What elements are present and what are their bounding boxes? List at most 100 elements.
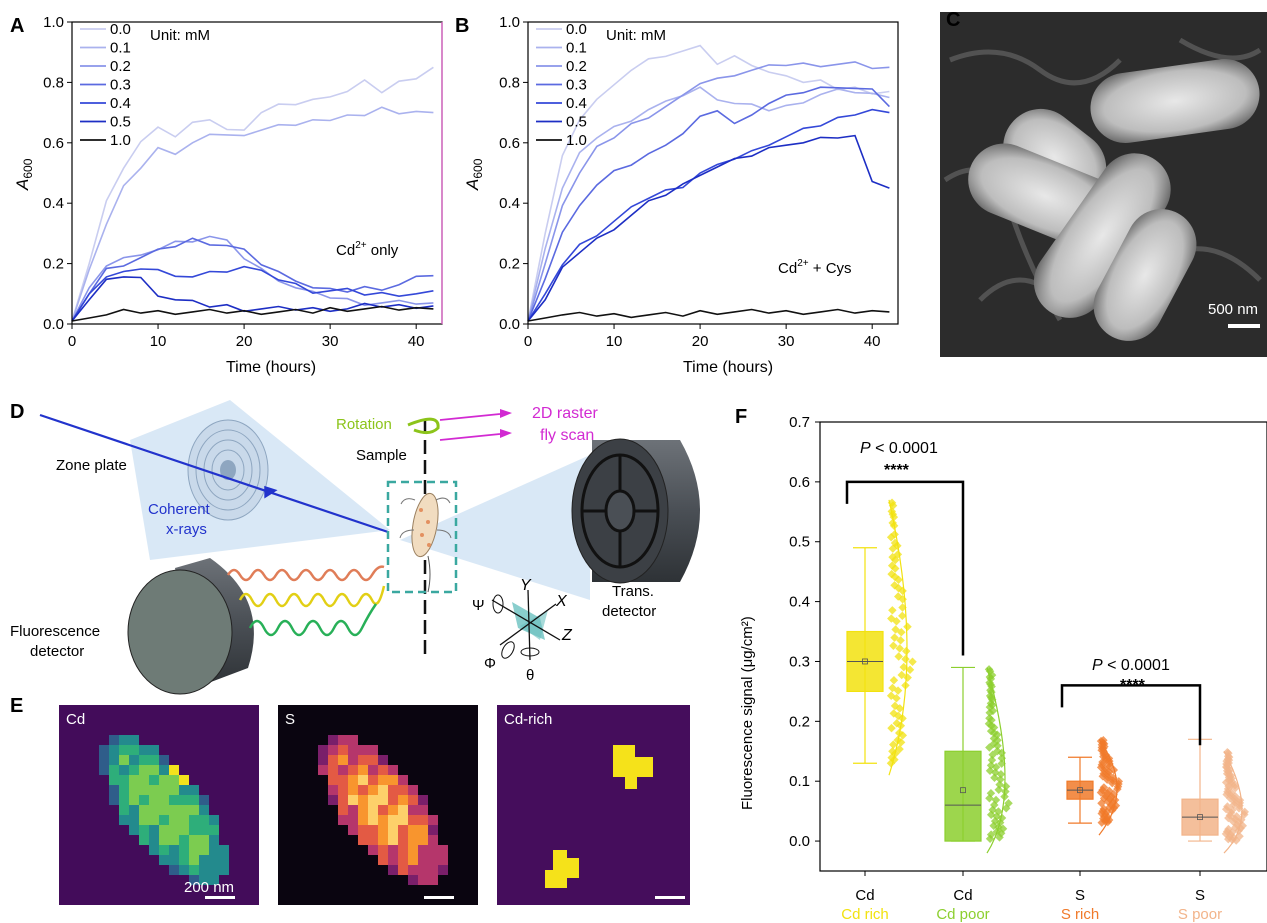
- map-pixel: [139, 745, 149, 755]
- series-line-0.4: [527, 108, 890, 322]
- trans-detector-label-2: detector: [602, 603, 656, 620]
- map-pixel: [109, 755, 119, 765]
- series-line-1.0: [71, 305, 434, 322]
- data-point: [985, 743, 994, 752]
- map-pixel: [129, 795, 139, 805]
- map-pixel: [139, 815, 149, 825]
- x-tick-label: 40: [864, 333, 881, 350]
- map-pixel: [348, 745, 358, 755]
- panel-f: F 0.0 0.1 0.2 0.3 0.4 0.5 0.6 0.7 Cd Cd rich Cd Cd …: [735, 406, 1267, 923]
- density-curve: [1098, 738, 1118, 836]
- map-pixel: [368, 765, 378, 775]
- series-line-0.4: [71, 265, 434, 322]
- legend-label-0.3: 0.3: [110, 77, 131, 94]
- series-line-0.1: [527, 86, 890, 322]
- plot-a-lines: [71, 66, 434, 322]
- map-pixel: [408, 805, 418, 815]
- map-pixel: [348, 815, 358, 825]
- map-pixel: [129, 825, 139, 835]
- y-tick-label: 0.4: [43, 195, 64, 212]
- panel-letter-d: D: [10, 401, 24, 423]
- map-pixel: [358, 785, 368, 795]
- map-pixel: [119, 815, 129, 825]
- plot-b-frame: [527, 21, 899, 325]
- map-pixel: [149, 775, 159, 785]
- data-point: [890, 755, 899, 764]
- map-pixel: [149, 815, 159, 825]
- data-point: [896, 738, 906, 747]
- map-pixel: [398, 775, 408, 785]
- panel-letter-c: C: [946, 9, 960, 31]
- map-pixel: [348, 805, 358, 815]
- map-pixel: [209, 865, 219, 875]
- map-pixel: [179, 835, 189, 845]
- map-pixel: [408, 855, 418, 865]
- mean-marker: [1077, 787, 1083, 794]
- mean-marker: [960, 787, 966, 794]
- data-point: [887, 723, 896, 733]
- map-pixel: [159, 825, 169, 835]
- coherent-label-1: Coherent: [148, 501, 211, 518]
- fluorescence-wave-red: [226, 565, 385, 582]
- map-pixel: [398, 785, 408, 795]
- data-point: [991, 795, 1001, 805]
- map-pixel: [129, 785, 139, 795]
- map-pixel: [149, 845, 159, 855]
- data-point: [989, 723, 999, 732]
- data-point: [886, 532, 896, 542]
- x-tick-label: 20: [236, 333, 253, 350]
- map-pixel: [119, 795, 129, 805]
- map-pixel: [159, 855, 169, 865]
- map-pixel: [358, 805, 368, 815]
- fluor-detector-label-2: detector: [30, 643, 84, 660]
- x-tick-label: 0: [524, 333, 532, 350]
- map-pixel: [119, 735, 129, 745]
- map-pixel: [388, 785, 398, 795]
- axis-y-label: Y: [520, 577, 532, 594]
- map-pixel: [189, 795, 199, 805]
- legend-label-1.0: 1.0: [566, 132, 587, 149]
- data-point: [897, 627, 906, 637]
- transmission-cone: [400, 455, 590, 600]
- map-cdrich-label: Cd-rich: [504, 711, 552, 728]
- map-pixel: [109, 775, 119, 785]
- map-pixel: [368, 795, 378, 805]
- map-pixel: [189, 835, 199, 845]
- map-pixel: [438, 845, 448, 855]
- map-pixel: [179, 845, 189, 855]
- data-point: [1110, 795, 1120, 805]
- map-pixel: [428, 875, 438, 885]
- data-point: [1240, 807, 1250, 817]
- map-pixel: [149, 805, 159, 815]
- map-pixel: [139, 825, 149, 835]
- data-point: [893, 686, 903, 695]
- data-point: [895, 644, 904, 653]
- data-point: [894, 652, 903, 661]
- data-point: [993, 736, 1002, 745]
- plot-a-annotation: Cd2+ only: [336, 240, 399, 259]
- y-tick-label: 0.2: [499, 256, 520, 273]
- density-curve: [1223, 750, 1243, 854]
- sig2-text: P < 0.0001: [1092, 657, 1170, 674]
- map-pixel: [199, 835, 209, 845]
- map-pixel: [159, 835, 169, 845]
- map-pixel: [129, 815, 139, 825]
- map-pixel: [219, 855, 229, 865]
- map-pixel: [408, 835, 418, 845]
- map-pixel: [378, 765, 388, 775]
- fluorescence-wave-green: [248, 603, 378, 637]
- raster-arrow-1: [439, 413, 501, 421]
- plot-f-marks: [845, 480, 1250, 854]
- map-pixel: [418, 835, 428, 845]
- box: [944, 750, 982, 842]
- map-pixel: [328, 785, 338, 795]
- map-pixel: [169, 765, 179, 775]
- data-point: [891, 555, 900, 565]
- plot-b-ylabel: A600: [463, 158, 485, 191]
- xray-beam: [39, 413, 389, 534]
- map-pixel: [169, 845, 179, 855]
- sig1-stars: ****: [884, 462, 910, 479]
- map-pixel: [338, 785, 348, 795]
- map-pixel: [358, 835, 368, 845]
- map-pixel: [418, 855, 428, 865]
